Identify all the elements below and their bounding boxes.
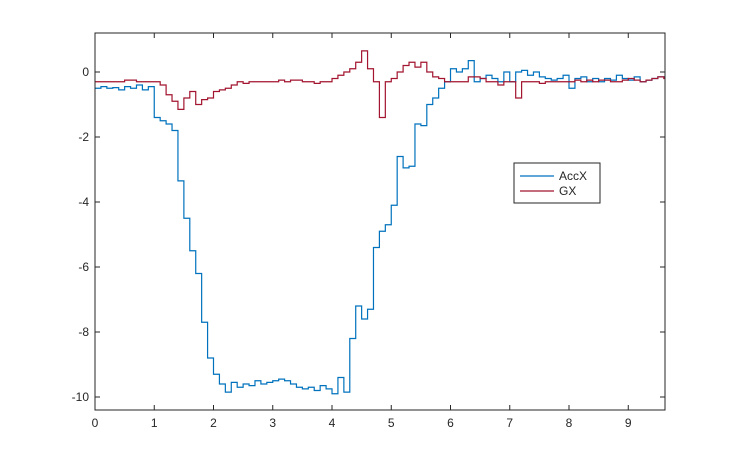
axes-layer: 0 1 2 3 4 5 6 7 8 9 -10 -8 -6 -4 -2 0 [72,32,666,430]
legend-label-accx: AccX [559,169,587,183]
x-tick-label: 2 [210,416,217,430]
x-tick-label: 0 [92,416,99,430]
y-tick-label: -2 [78,130,89,144]
legend-label-gx: GX [559,184,576,198]
series-layer [95,50,665,395]
x-tick-label: 9 [625,416,632,430]
x-tick-label: 4 [329,416,336,430]
x-tick-label: 7 [506,416,513,430]
legend-box [513,162,601,204]
x-tick-label: 5 [388,416,395,430]
series-line-gx [95,50,665,119]
plot-box [94,32,666,411]
y-tick-label: -8 [78,325,89,339]
y-tick-label: 0 [82,65,89,79]
x-tick-label: 3 [269,416,276,430]
y-tick-label: -6 [78,260,89,274]
x-tick-label: 8 [566,416,573,430]
y-tick-label: -4 [78,195,89,209]
series-line-accx [95,60,665,395]
y-tick-label: -10 [72,390,90,404]
x-tick-label: 1 [151,416,158,430]
x-tick-label: 6 [447,416,454,430]
